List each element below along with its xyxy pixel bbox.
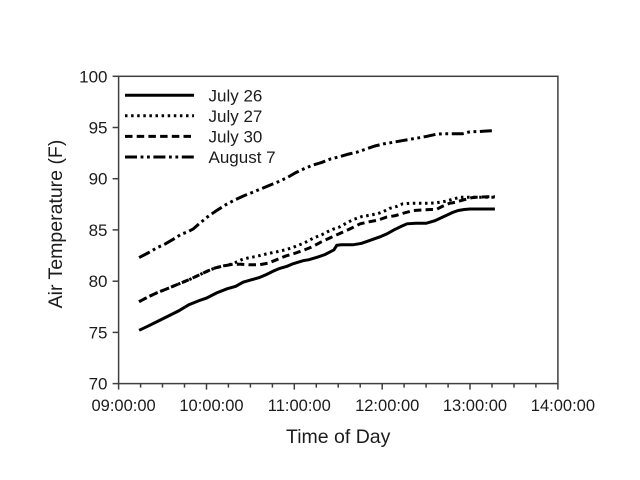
- svg-text:90: 90: [89, 170, 108, 189]
- svg-text:July 27: July 27: [209, 107, 263, 126]
- svg-text:14:00:00: 14:00:00: [531, 397, 595, 415]
- svg-text:11:00:00: 11:00:00: [268, 397, 331, 415]
- svg-text:75: 75: [89, 323, 108, 342]
- svg-text:95: 95: [89, 119, 108, 138]
- svg-text:July 26: July 26: [209, 86, 263, 105]
- svg-text:10:00:00: 10:00:00: [179, 397, 243, 415]
- svg-text:Air Temperature (F): Air Temperature (F): [45, 140, 67, 309]
- svg-text:Time of Day: Time of Day: [286, 426, 391, 448]
- svg-text:85: 85: [89, 221, 108, 240]
- svg-text:July 30: July 30: [209, 128, 263, 147]
- svg-text:100: 100: [79, 67, 107, 86]
- svg-text:August 7: August 7: [209, 148, 276, 167]
- svg-text:80: 80: [89, 272, 108, 291]
- svg-text:12:00:00: 12:00:00: [355, 397, 419, 415]
- svg-text:13:00:00: 13:00:00: [443, 397, 507, 415]
- svg-text:09:00:00: 09:00:00: [91, 397, 155, 415]
- svg-text:70: 70: [89, 375, 108, 394]
